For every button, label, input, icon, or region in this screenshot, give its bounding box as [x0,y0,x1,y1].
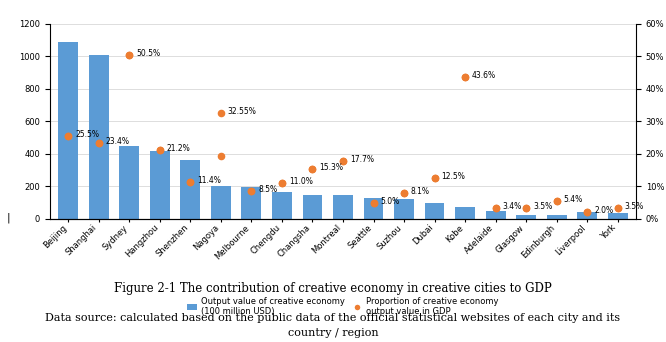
Bar [211,186,231,219]
Text: 3.5%: 3.5% [533,202,552,211]
Point [429,175,440,181]
Text: 5.4%: 5.4% [563,195,583,205]
Point [93,140,104,146]
Point [246,188,256,194]
Point [582,210,593,215]
Bar [364,198,384,219]
Point [368,200,379,205]
Bar [608,213,627,219]
Point [338,159,348,164]
Point [124,52,135,57]
Point [185,179,196,185]
Text: 15.3%: 15.3% [320,163,344,172]
Text: 17.7%: 17.7% [350,156,374,165]
Point [399,190,410,195]
Bar [455,207,475,219]
Point [612,205,623,210]
Bar [89,55,109,219]
Point [551,199,562,204]
Point [276,181,287,186]
Text: 8.1%: 8.1% [411,187,430,196]
Point [185,179,196,185]
Legend: Output value of creative economy
(100 million USD), Proportion of creative econo: Output value of creative economy (100 mi… [187,297,499,316]
Point [155,147,165,153]
Text: 23.4%: 23.4% [106,137,130,146]
Bar [302,195,322,219]
Point [307,167,318,172]
Text: 25.5%: 25.5% [75,130,99,139]
Bar [59,42,78,219]
Bar [486,211,505,219]
Point [460,75,470,80]
Text: country / region: country / region [288,328,378,338]
Text: 8.5%: 8.5% [258,185,278,194]
Text: 3.4%: 3.4% [503,202,521,211]
Point [521,205,531,210]
Point [368,200,379,205]
Text: 12.5%: 12.5% [442,172,466,181]
Point [429,175,440,181]
Text: |: | [7,212,10,223]
Text: 11.4%: 11.4% [197,176,221,185]
Point [490,205,501,211]
Bar [272,192,292,219]
Text: 43.6%: 43.6% [472,71,496,80]
Bar [119,146,139,219]
Point [551,199,562,204]
Text: 3.5%: 3.5% [625,202,644,211]
Text: 50.5%: 50.5% [137,49,161,58]
Point [63,133,73,139]
Bar [180,160,200,219]
Point [490,205,501,211]
Point [216,110,226,116]
Bar [242,187,261,219]
Point [338,159,348,164]
Bar [394,199,414,219]
Point [124,52,135,57]
Point [246,188,256,194]
Point [399,190,410,195]
Text: Data source: calculated based on the public data of the official statistical web: Data source: calculated based on the pub… [45,313,621,323]
Text: 21.2%: 21.2% [166,144,190,153]
Text: 32.55%: 32.55% [228,107,256,116]
Point [612,205,623,210]
Text: 11.0%: 11.0% [289,177,313,186]
Point [93,140,104,146]
Text: Figure 2-1 The contribution of creative economy in creative cities to GDP: Figure 2-1 The contribution of creative … [114,282,552,295]
Text: 2.0%: 2.0% [594,207,613,215]
Bar [333,195,353,219]
Bar [425,202,444,219]
Point [216,153,226,159]
Bar [547,215,567,219]
Bar [516,215,536,219]
Bar [150,151,170,219]
Text: 5.0%: 5.0% [380,197,400,206]
Bar [577,212,597,219]
Point [582,210,593,215]
Point [307,167,318,172]
Point [521,205,531,210]
Point [276,181,287,186]
Point [63,133,73,139]
Point [155,147,165,153]
Point [460,75,470,80]
